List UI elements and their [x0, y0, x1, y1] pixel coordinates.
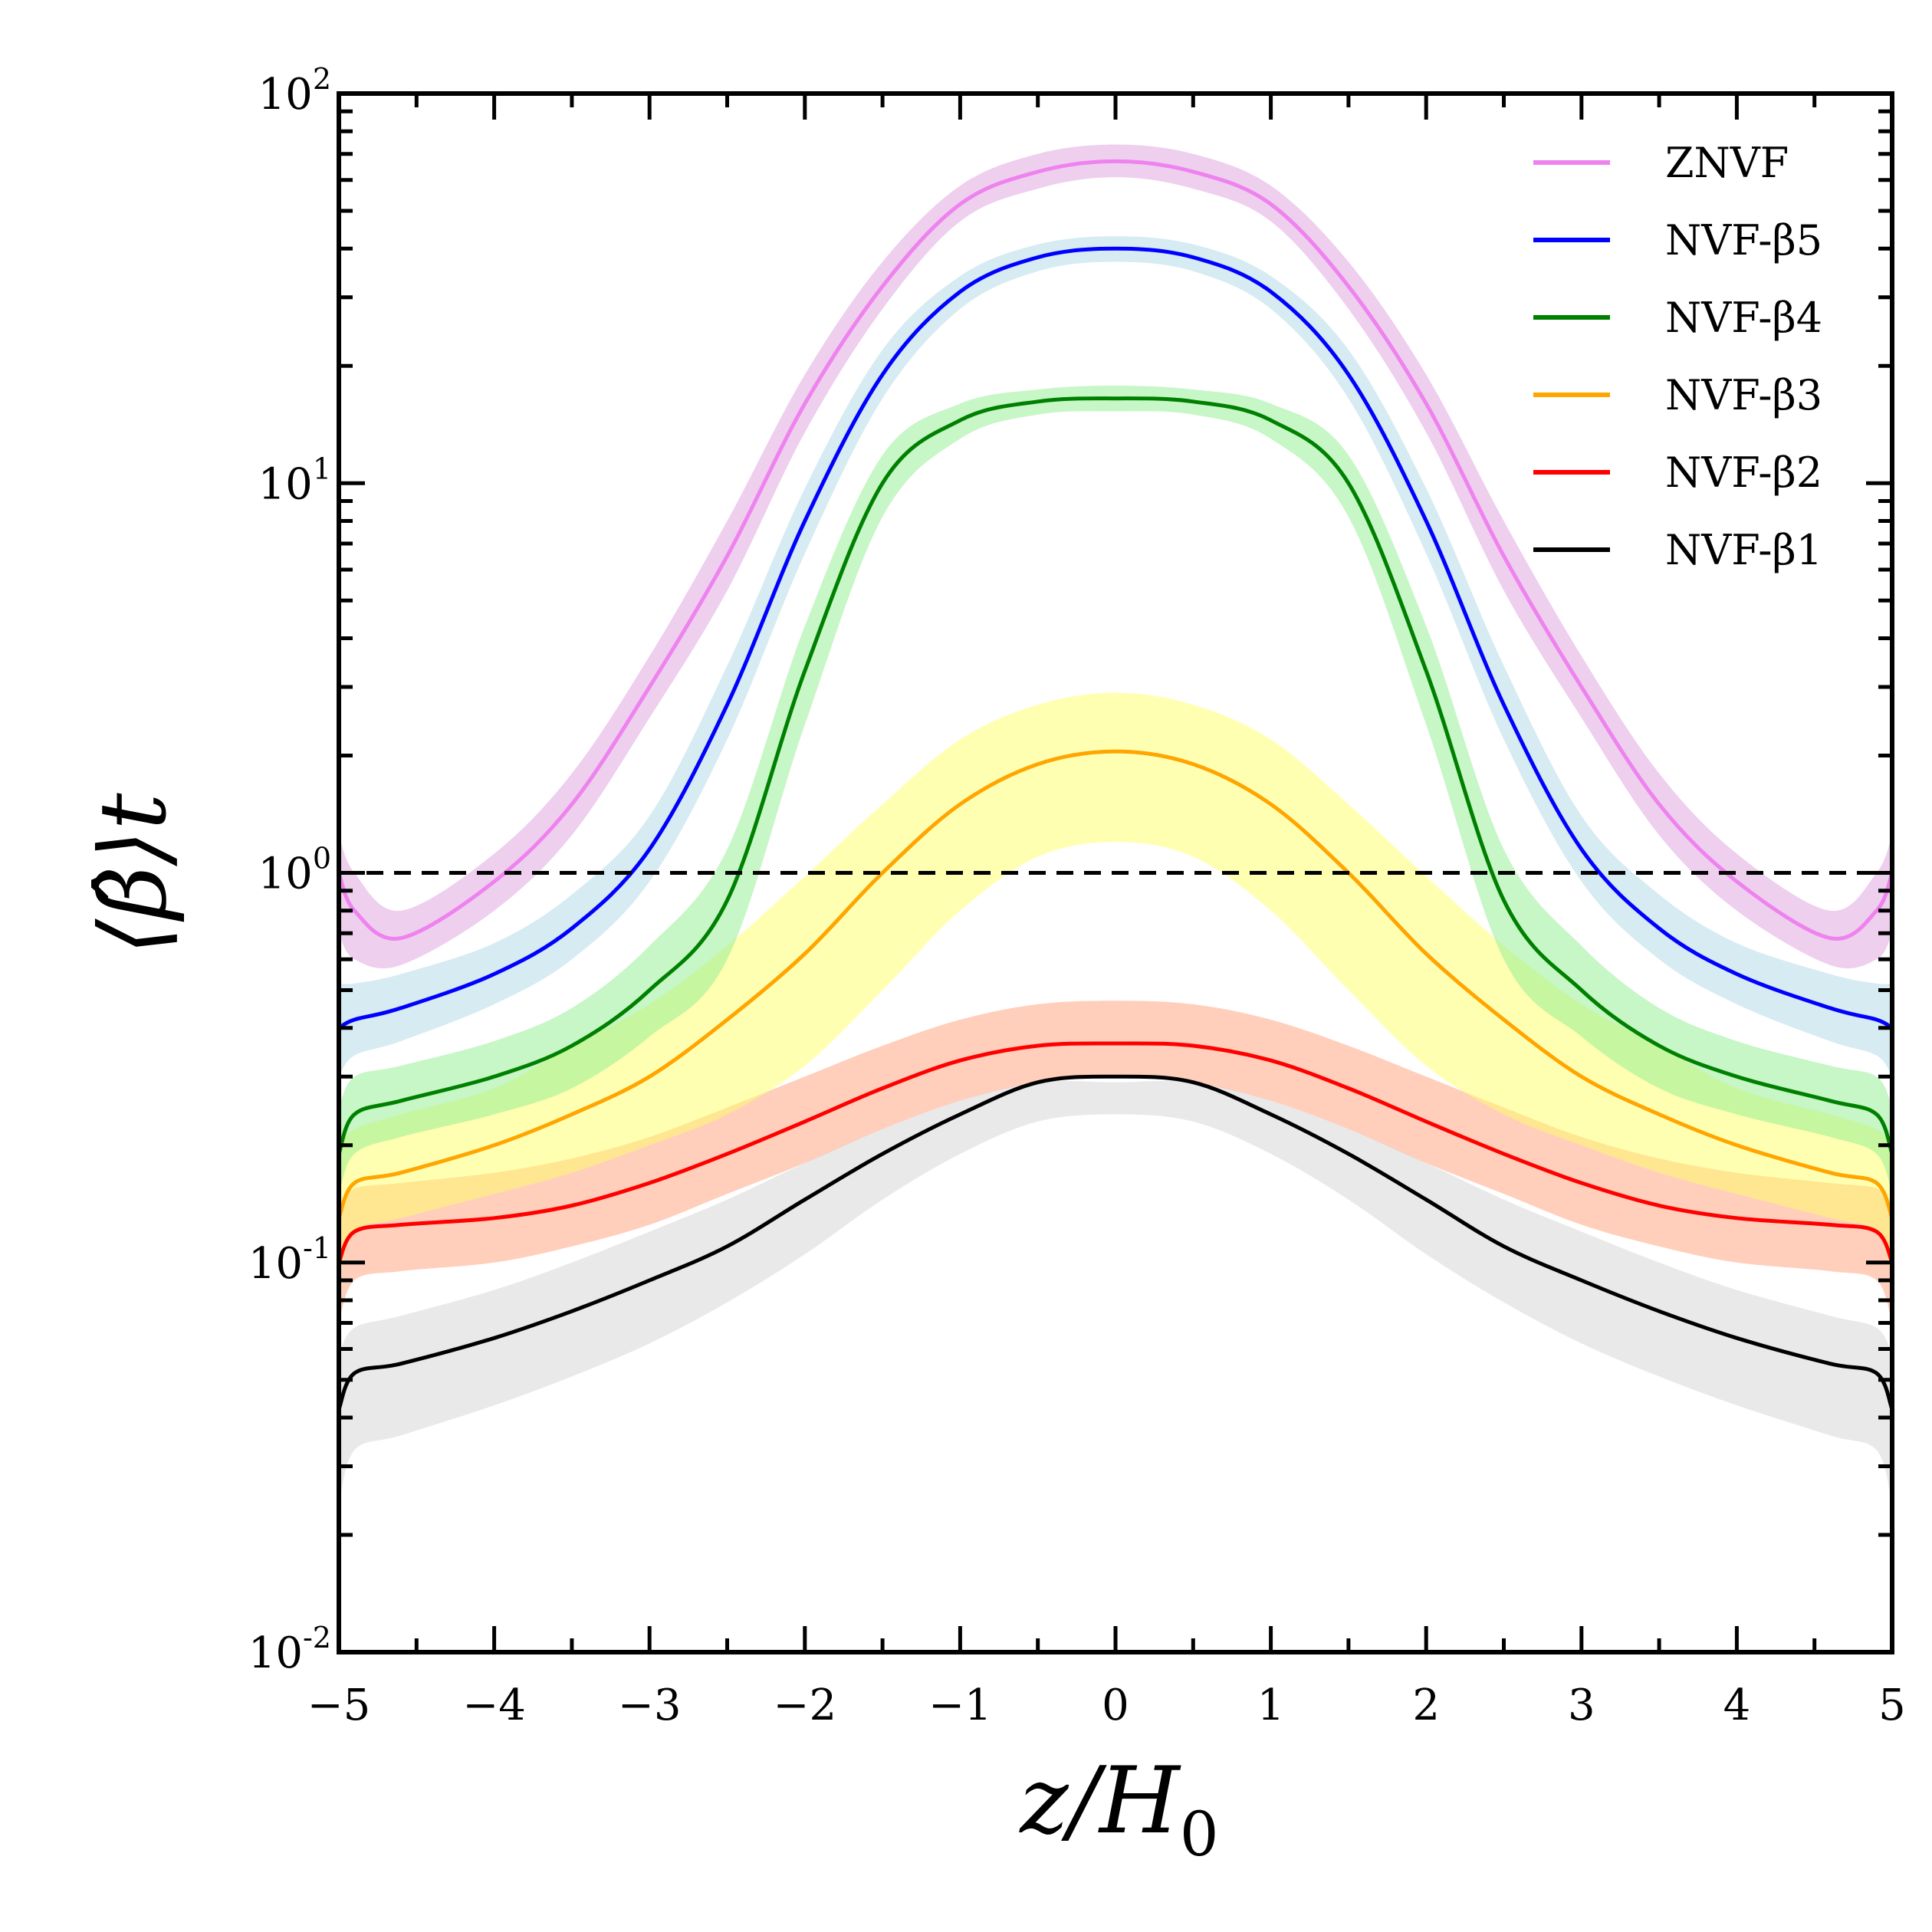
plot-frame — [337, 91, 1894, 1654]
x-tick-label: −2 — [774, 1681, 837, 1730]
x-tick-labels: −5 −4 −3 −2 −1 0 1 2 3 4 5 — [307, 1681, 1906, 1730]
line-NVF-β4 — [337, 396, 1894, 1155]
x-axis-label: z/H0 — [1018, 1748, 1218, 1870]
x-tick-label: 5 — [1878, 1681, 1906, 1730]
legend-label-NVF-β5: NVF-β5 — [1665, 216, 1822, 264]
legend-label-NVF-β1: NVF-β1 — [1665, 526, 1822, 574]
x-tick-label: 1 — [1257, 1681, 1285, 1730]
line-ZNVF — [337, 159, 1894, 941]
y-tick-label: 10-2 — [248, 1621, 331, 1678]
x-tick-label: −4 — [462, 1681, 526, 1730]
y-tick-labels: 10-2 10-1 100 101 102 — [248, 62, 331, 1678]
x-tick-label: −5 — [307, 1681, 371, 1730]
band-NVF-β5 — [339, 236, 1892, 1077]
line-NVF-β3 — [337, 749, 1894, 1219]
legend: ZNVF NVF-β5 NVF-β4 NVF-β3 NVF-β2 NVF-β1 — [1533, 139, 1822, 574]
x-tick-label: 4 — [1723, 1681, 1751, 1730]
y-tick-label: 100 — [258, 842, 331, 899]
band-NVF-β3 — [339, 692, 1892, 1280]
x-tick-label: 3 — [1568, 1681, 1595, 1730]
y-tick-label: 10-1 — [248, 1231, 331, 1289]
line-NVF-β1 — [337, 1074, 1894, 1411]
line-NVF-β5 — [337, 246, 1894, 1030]
x-tick-label: 2 — [1412, 1681, 1440, 1730]
line-NVF-β2 — [337, 1041, 1894, 1263]
y-tick-label: 102 — [258, 62, 331, 120]
band-ZNVF — [339, 144, 1892, 969]
legend-label-NVF-β2: NVF-β2 — [1665, 449, 1822, 497]
legend-label-ZNVF: ZNVF — [1665, 139, 1789, 187]
x-tick-label: −1 — [928, 1681, 992, 1730]
legend-label-NVF-β4: NVF-β4 — [1665, 294, 1822, 342]
band-NVF-β1 — [339, 1080, 1892, 1504]
y-axis-label: ⟨β̂⟩t — [80, 793, 187, 955]
uncertainty-bands — [339, 144, 1892, 1504]
x-tick-label: −3 — [618, 1681, 682, 1730]
band-NVF-β4 — [339, 386, 1892, 1194]
series-lines — [337, 159, 1894, 1411]
band-NVF-β2 — [339, 1001, 1892, 1323]
x-tick-label: 0 — [1102, 1681, 1129, 1730]
y-tick-label: 101 — [258, 452, 331, 509]
legend-label-NVF-β3: NVF-β3 — [1665, 371, 1822, 419]
